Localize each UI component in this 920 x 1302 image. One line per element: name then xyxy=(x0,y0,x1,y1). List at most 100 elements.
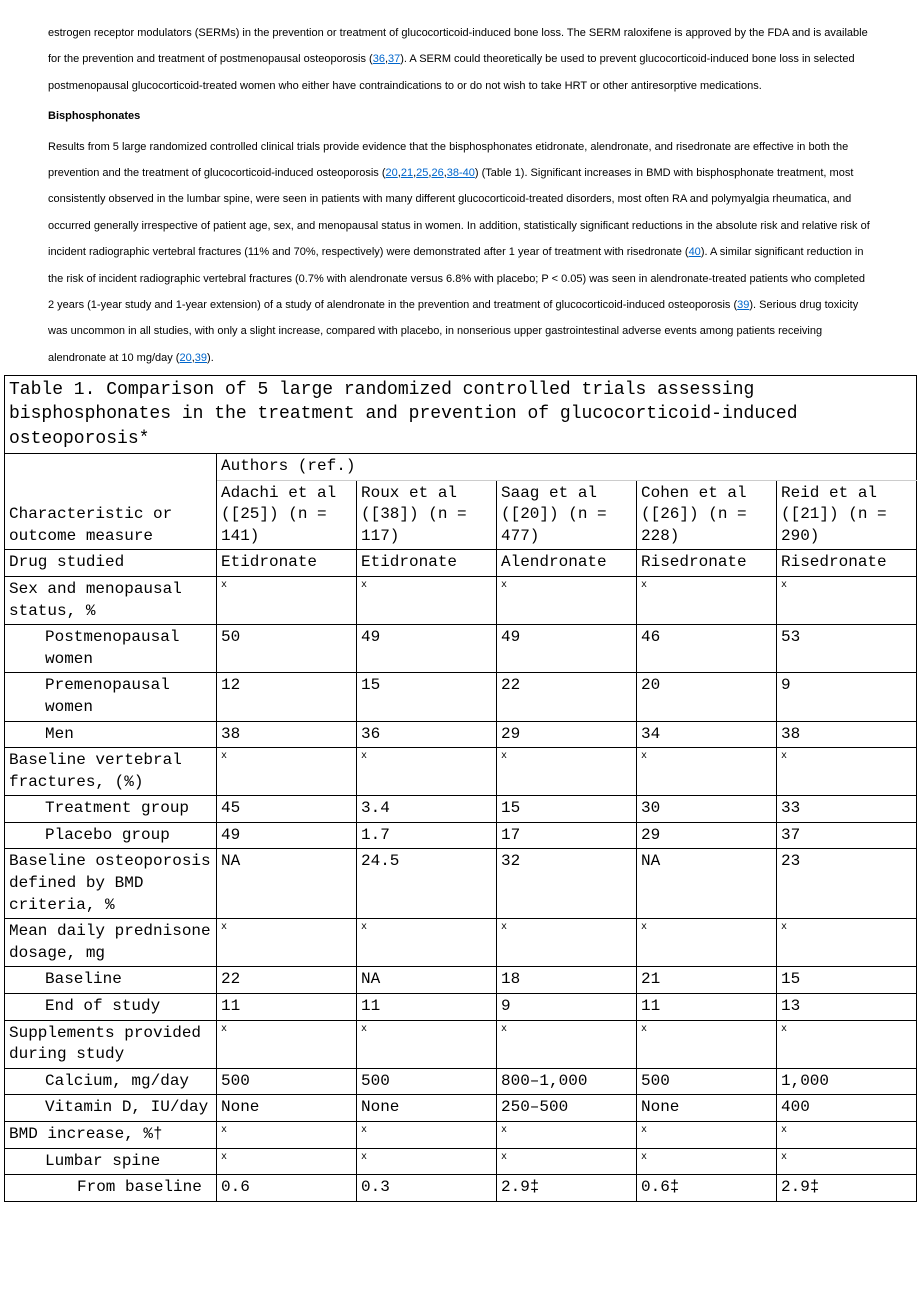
row-label: Placebo group xyxy=(5,822,217,849)
row-label: Postmenopausal women xyxy=(5,625,217,673)
table-caption: Table 1. Comparison of 5 large randomize… xyxy=(4,375,917,453)
col-header: Adachi et al ([25]) (n = 141) xyxy=(217,480,357,550)
cell: x xyxy=(637,1020,777,1068)
ref-link-25[interactable]: 25 xyxy=(416,167,428,179)
cell: 49 xyxy=(217,822,357,849)
table-1: Table 1. Comparison of 5 large randomize… xyxy=(4,375,917,1202)
ref-link-21[interactable]: 21 xyxy=(401,167,413,179)
table-row: End of study111191113 xyxy=(5,994,917,1021)
table-row: Mean daily prednisone dosage, mgxxxxx xyxy=(5,919,917,967)
ref-link-39b[interactable]: 39 xyxy=(195,352,207,364)
table-row: Calcium, mg/day500500800–1,0005001,000 xyxy=(5,1068,917,1095)
ref-link-37[interactable]: 37 xyxy=(388,53,400,65)
cell: 37 xyxy=(777,822,917,849)
cell: 23 xyxy=(777,849,917,919)
cell: NA xyxy=(637,849,777,919)
cell: x xyxy=(217,1020,357,1068)
cell: 20 xyxy=(637,673,777,721)
ref-link-20[interactable]: 20 xyxy=(386,167,398,179)
cell: 36 xyxy=(357,721,497,748)
heading-bisphosphonates: Bisphosphonates xyxy=(48,103,872,129)
table-row: Baseline osteoporosis defined by BMD cri… xyxy=(5,849,917,919)
cell: x xyxy=(217,1148,357,1175)
cell: 33 xyxy=(777,796,917,823)
ref-link-38-40[interactable]: 38-40 xyxy=(447,167,475,179)
cell: Etidronate xyxy=(217,550,357,577)
table-row: Treatment group453.4153033 xyxy=(5,796,917,823)
table-body: Drug studiedEtidronateEtidronateAlendron… xyxy=(5,550,917,1201)
row-label: Vitamin D, IU/day xyxy=(5,1095,217,1122)
cell: x xyxy=(357,1122,497,1149)
cell: x xyxy=(497,1020,637,1068)
cell: x xyxy=(217,748,357,796)
row-label: Baseline xyxy=(5,967,217,994)
cell: 250–500 xyxy=(497,1095,637,1122)
ref-link-39[interactable]: 39 xyxy=(737,299,749,311)
cell: Risedronate xyxy=(777,550,917,577)
cell: 29 xyxy=(637,822,777,849)
ref-link-20b[interactable]: 20 xyxy=(179,352,191,364)
col-header: Cohen et al ([26]) (n = 228) xyxy=(637,480,777,550)
header-rowcol: Characteristic or outcome measure xyxy=(5,453,217,549)
cell: 9 xyxy=(497,994,637,1021)
table-row: Lumbar spinexxxxx xyxy=(5,1148,917,1175)
row-label: Baseline osteoporosis defined by BMD cri… xyxy=(5,849,217,919)
cell: 38 xyxy=(777,721,917,748)
cell: 0.6‡ xyxy=(637,1175,777,1202)
row-label: Supplements provided during study xyxy=(5,1020,217,1068)
ref-link-36[interactable]: 36 xyxy=(373,53,385,65)
row-label: Lumbar spine xyxy=(5,1148,217,1175)
row-label: Men xyxy=(5,721,217,748)
cell: NA xyxy=(217,849,357,919)
cell: NA xyxy=(357,967,497,994)
cell: None xyxy=(637,1095,777,1122)
col-header: Saag et al ([20]) (n = 477) xyxy=(497,480,637,550)
cell: x xyxy=(777,576,917,624)
table-row: Vitamin D, IU/dayNoneNone250–500None400 xyxy=(5,1095,917,1122)
cell: x xyxy=(637,576,777,624)
header-authors-group: Authors (ref.) xyxy=(217,453,917,480)
cell: 15 xyxy=(497,796,637,823)
cell: 500 xyxy=(217,1068,357,1095)
cell: x xyxy=(357,576,497,624)
table-row: Baseline vertebral fractures, (%)xxxxx xyxy=(5,748,917,796)
table-row: From baseline0.60.32.9‡0.6‡2.9‡ xyxy=(5,1175,917,1202)
row-label: Calcium, mg/day xyxy=(5,1068,217,1095)
cell: 2.9‡ xyxy=(777,1175,917,1202)
cell: 45 xyxy=(217,796,357,823)
cell: 11 xyxy=(637,994,777,1021)
cell: 9 xyxy=(777,673,917,721)
row-label: Baseline vertebral fractures, (%) xyxy=(5,748,217,796)
cell: Alendronate xyxy=(497,550,637,577)
row-label: Premenopausal women xyxy=(5,673,217,721)
cell: 1,000 xyxy=(777,1068,917,1095)
paragraph-bisphosphonates: Results from 5 large randomized controll… xyxy=(48,134,872,372)
cell: 2.9‡ xyxy=(497,1175,637,1202)
cell: x xyxy=(777,748,917,796)
table-row: BMD increase, %†xxxxx xyxy=(5,1122,917,1149)
cell: x xyxy=(777,1020,917,1068)
cell: 11 xyxy=(217,994,357,1021)
cell: 11 xyxy=(357,994,497,1021)
cell: x xyxy=(497,1148,637,1175)
cell: x xyxy=(217,1122,357,1149)
row-label: End of study xyxy=(5,994,217,1021)
ref-link-40[interactable]: 40 xyxy=(689,246,701,258)
cell: 500 xyxy=(357,1068,497,1095)
col-header: Reid et al ([21]) (n = 290) xyxy=(777,480,917,550)
cell: None xyxy=(217,1095,357,1122)
cell: 49 xyxy=(357,625,497,673)
cell: 18 xyxy=(497,967,637,994)
cell: x xyxy=(357,748,497,796)
cell: x xyxy=(637,1148,777,1175)
cell: 34 xyxy=(637,721,777,748)
cell: 400 xyxy=(777,1095,917,1122)
ref-link-26[interactable]: 26 xyxy=(431,167,443,179)
cell: 24.5 xyxy=(357,849,497,919)
cell: x xyxy=(637,748,777,796)
table-head: Characteristic or outcome measure Author… xyxy=(5,453,917,549)
cell: 29 xyxy=(497,721,637,748)
cell: x xyxy=(777,1148,917,1175)
cell: x xyxy=(357,919,497,967)
cell: 500 xyxy=(637,1068,777,1095)
